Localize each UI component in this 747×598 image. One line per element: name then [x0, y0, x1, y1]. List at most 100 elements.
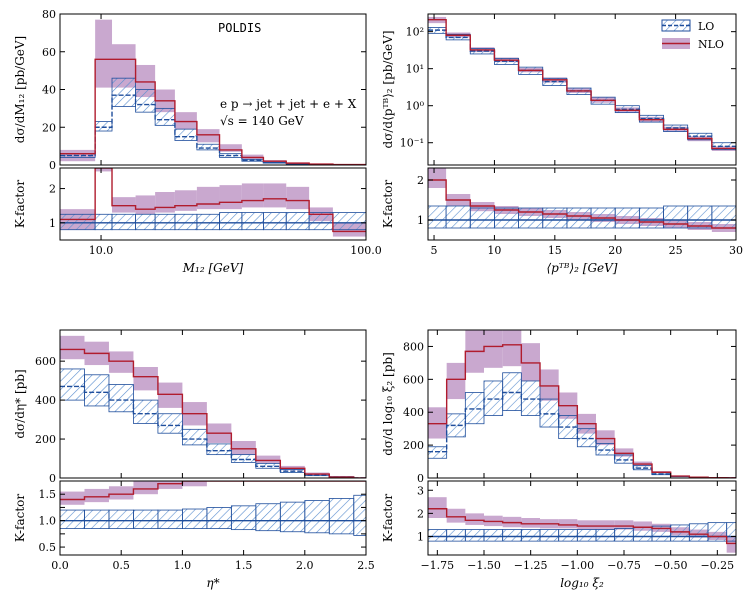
x-tick-label: 0.5	[112, 559, 130, 572]
kfactor-lo-band	[219, 212, 243, 231]
x-tick-label: 1.5	[235, 559, 253, 572]
kfactor-frame	[59, 480, 367, 556]
kfactor-nlo-band	[428, 497, 447, 518]
kfactor-lo-band	[84, 509, 110, 529]
kfactor-nlo-band	[182, 481, 207, 487]
y-tick-label: 0	[49, 472, 56, 485]
y-tick-label: 60	[42, 46, 56, 59]
lo-band	[614, 454, 634, 464]
y-tick-label: 20	[42, 121, 56, 134]
lo-band	[539, 398, 560, 428]
x-tick-label: −1.25	[514, 559, 548, 572]
main-plot-area	[60, 19, 366, 165]
kfactor-y-tick-label: 2	[417, 507, 424, 520]
kfactor-nlo-band	[241, 183, 264, 208]
lo-band	[174, 128, 198, 141]
lo-line	[60, 385, 366, 478]
kfactor-y-tick-label: 1	[417, 214, 424, 227]
kfactor-nlo-band	[219, 185, 242, 210]
kfactor-lo-band	[308, 212, 334, 231]
kfactor-lo-band	[711, 205, 736, 229]
panel-eta: 0 200 400 600 0.5 1.0 1.5 0.0 0.5 1.0 1.5 2.0 2.5 η* d…	[13, 329, 375, 590]
x-tick-label: −1.75	[420, 559, 454, 572]
kfactor-lo-band	[279, 501, 306, 533]
x-tick-label: 2.5	[357, 559, 375, 572]
nlo-band	[157, 382, 183, 408]
kfactor-lo-band	[255, 503, 281, 532]
nlo-line	[428, 19, 736, 150]
kfactor-nlo-band	[726, 536, 736, 553]
x-axis-label: M₁₂ [GeV]	[182, 261, 244, 275]
kfactor-lo-band	[638, 207, 664, 229]
kfactor-nlo-band	[155, 192, 175, 213]
kfactor-nlo-line	[428, 508, 736, 545]
y-tick-label: 80	[42, 8, 56, 21]
y-tick-label: 400	[35, 394, 56, 407]
y-tick-label: 0	[49, 159, 56, 172]
kfactor-y-tick-label: 1.0	[39, 515, 57, 528]
kfactor-nlo-line	[428, 179, 736, 229]
lo-band	[576, 428, 597, 448]
kfactor-frame	[427, 167, 737, 241]
x-tick-label: 30	[729, 244, 743, 257]
lo-band	[94, 121, 113, 132]
kfactor-y-axis-label: K-factor	[381, 494, 395, 543]
kfactor-lo-band	[494, 207, 519, 229]
lo-band	[154, 107, 176, 126]
x-tick-label: 10.0	[89, 244, 114, 257]
kfactor-lo-band	[483, 529, 504, 542]
kfactor-lo-band	[304, 500, 330, 534]
nlo-band	[95, 19, 113, 88]
nlo-line	[428, 344, 736, 478]
x-tick-label: 100.0	[350, 244, 382, 257]
x-axis-label: ⟨pᵀᴮ⟩₂ [GeV]	[547, 261, 618, 275]
lo-band	[181, 428, 208, 446]
nlo-band	[255, 455, 281, 464]
kfactor-nlo-band	[633, 521, 652, 531]
kfactor-nlo-line	[60, 168, 366, 233]
kfactor-lo-band	[60, 509, 85, 529]
kfactor-lo-band	[688, 523, 709, 542]
nlo-band	[231, 441, 256, 455]
kfactor-lo-band	[328, 498, 355, 535]
lo-band	[520, 380, 541, 416]
nlo-band	[484, 330, 503, 368]
main-plot-area	[60, 335, 366, 478]
kfactor-plot-area	[60, 168, 366, 237]
y-tick-label: 10²	[406, 26, 424, 39]
x-axis-label: η*	[206, 576, 219, 590]
kfactor-lo-band	[154, 213, 176, 231]
y-tick-label: 800	[403, 340, 424, 353]
kfactor-lo-band	[469, 207, 495, 229]
kfactor-nlo-band	[196, 186, 220, 210]
kfactor-nlo-band	[465, 513, 484, 525]
x-tick-label: 0.0	[51, 559, 69, 572]
kfactor-nlo-band	[112, 197, 136, 213]
main-plot-area	[428, 330, 736, 478]
kfactor-lo-band	[353, 494, 366, 536]
x-tick-label: 15	[548, 244, 562, 257]
main-frame	[427, 329, 737, 479]
energy-label: √s = 140 GeV	[220, 114, 304, 128]
x-tick-label: 20	[608, 244, 622, 257]
kfactor-y-tick-label: 2	[49, 183, 56, 196]
kfactor-y-tick-label: 3	[417, 484, 424, 497]
kfactor-lo-band	[230, 505, 257, 531]
main-plot-area	[428, 16, 736, 151]
kfactor-lo-band	[263, 212, 287, 231]
kfactor-frame	[59, 167, 367, 241]
nlo-band	[219, 144, 242, 152]
kfactor-lo-band	[632, 526, 653, 542]
nlo-band	[133, 367, 158, 391]
kfactor-nlo-band	[558, 519, 578, 529]
y-tick-label: 200	[403, 439, 424, 452]
lo-band	[133, 399, 159, 424]
x-tick-label: 1.0	[174, 559, 192, 572]
kfactor-nlo-band	[286, 186, 310, 210]
panel-m12: 0 20 40 60 80 1 2 10.0 100.0 M₁₂ [GeV] dσ/dM₁₂ [pb…	[13, 8, 382, 275]
kfactor-lo-band	[60, 213, 96, 231]
y-axis-label: dσ/dM₁₂ [pb/GeV]	[13, 36, 27, 143]
x-axis-label: log₁₀ ξ₂	[560, 576, 604, 590]
kfactor-lo-band	[428, 529, 448, 542]
